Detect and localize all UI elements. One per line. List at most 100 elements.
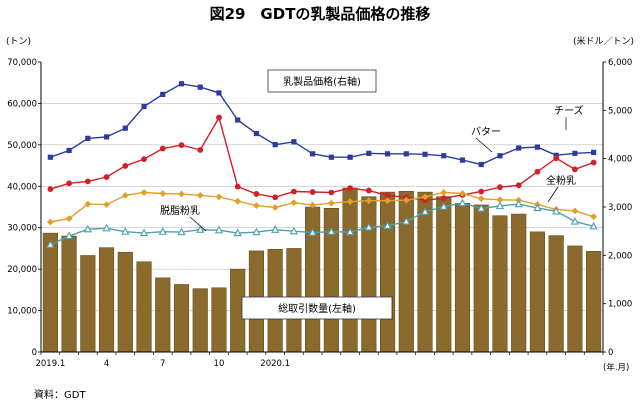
- x-tick-label: 2020.1: [260, 359, 290, 369]
- bar: [436, 196, 452, 353]
- data-point: [589, 221, 598, 230]
- data-point: [365, 197, 373, 205]
- bar-series: [42, 187, 602, 353]
- data-point: [178, 190, 185, 198]
- series-label-cheese: チーズ: [554, 104, 584, 117]
- data-point: [233, 228, 242, 237]
- x-axis-unit: (年.月): [603, 362, 629, 373]
- bar: [454, 203, 471, 353]
- data-point: [533, 203, 542, 212]
- data-point: [272, 194, 279, 201]
- data-point: [103, 134, 110, 140]
- y-tick-label-right: 3,000: [608, 203, 632, 213]
- y-axis-left-ticks: 0 10,000 20,000 30,000 40,000 50,000 60,000 70,…: [7, 58, 37, 358]
- data-point: [158, 227, 167, 235]
- data-point: [196, 225, 205, 233]
- right-axis-unit: (米ドル／トン): [572, 37, 634, 47]
- data-point: [439, 201, 448, 210]
- x-tick-label: 4: [104, 359, 109, 369]
- bar: [117, 251, 133, 353]
- data-point: [197, 147, 204, 153]
- data-point: [84, 178, 91, 185]
- data-point: [384, 197, 391, 205]
- data-point: [290, 199, 298, 207]
- data-point: [478, 161, 484, 168]
- data-point: [103, 174, 110, 180]
- bar: [398, 191, 414, 353]
- y-tick-label-left: 60,000: [7, 99, 37, 109]
- data-point: [514, 199, 523, 208]
- data-point: [421, 193, 429, 201]
- bar: [529, 231, 545, 353]
- data-point: [83, 224, 92, 233]
- data-point: [102, 223, 111, 232]
- bar: [548, 235, 564, 353]
- data-point: [571, 207, 579, 215]
- bar: [42, 232, 58, 353]
- data-point: [271, 225, 280, 233]
- data-point: [347, 154, 353, 160]
- bar: [567, 245, 583, 353]
- y-tick-label-left: 20,000: [7, 265, 37, 275]
- data-point: [121, 192, 129, 199]
- data-point: [216, 90, 222, 96]
- series-line: [50, 202, 594, 246]
- data-point: [197, 84, 203, 90]
- data-point: [84, 200, 92, 208]
- data-point: [308, 228, 317, 236]
- data-point: [139, 228, 149, 237]
- data-point: [534, 168, 541, 175]
- data-point: [347, 185, 353, 192]
- data-point: [345, 227, 355, 236]
- data-point: [272, 142, 278, 148]
- bar: [99, 247, 115, 353]
- bar: [492, 215, 508, 353]
- bar: [417, 191, 433, 353]
- data-point: [477, 203, 486, 212]
- line-series: [46, 81, 598, 248]
- page-title: 図29 GDTの乳製品価格の推移: [209, 5, 431, 23]
- bar: [211, 287, 227, 353]
- data-point: [403, 151, 409, 157]
- y-tick-label-right: 4,000: [608, 155, 632, 165]
- x-tick-label: 2019.1: [35, 359, 65, 369]
- bar: [361, 196, 377, 353]
- data-point: [160, 91, 166, 97]
- data-point: [66, 180, 72, 187]
- data-point: [552, 206, 561, 215]
- y-tick-label-left: 0: [32, 348, 37, 358]
- data-point: [234, 197, 242, 205]
- bar-legend-box: [241, 296, 393, 320]
- data-point: [271, 204, 279, 211]
- x-axis-ticks: 2019.1 4 7 10 2020.1: [35, 359, 290, 369]
- data-point: [384, 151, 391, 157]
- data-point: [477, 195, 485, 203]
- line-legend-label: 乳製品価格(右軸): [283, 75, 361, 88]
- bar: [511, 213, 527, 353]
- data-point: [459, 157, 466, 163]
- bar: [380, 191, 396, 353]
- series-label-wmp: 全粉乳: [546, 174, 576, 187]
- data-point: [121, 227, 130, 235]
- data-point: [590, 159, 597, 166]
- data-point: [141, 103, 147, 110]
- y-tick-label-left: 50,000: [7, 141, 37, 151]
- y-tick-label-right: 0: [608, 348, 613, 358]
- data-point: [495, 201, 505, 210]
- data-point: [65, 215, 73, 222]
- y-tick-label-left: 10,000: [7, 307, 37, 317]
- data-point: [496, 196, 504, 204]
- bar: [136, 261, 152, 353]
- data-point: [328, 154, 334, 160]
- y-tick-label-left: 70,000: [7, 58, 37, 68]
- data-point: [346, 198, 354, 206]
- data-point: [327, 227, 336, 235]
- data-point: [253, 130, 260, 137]
- data-point: [309, 201, 317, 209]
- y-tick-label-left: 40,000: [7, 182, 37, 192]
- data-point: [47, 186, 54, 193]
- data-point: [159, 190, 167, 197]
- data-point: [46, 240, 55, 248]
- bar: [342, 187, 358, 353]
- data-point: [534, 144, 541, 150]
